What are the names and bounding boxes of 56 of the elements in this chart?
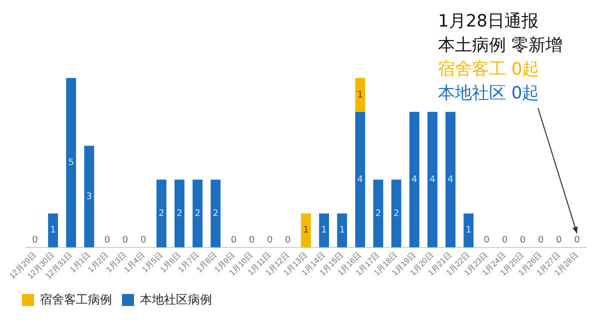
legend-label: 本地社区病例 xyxy=(140,292,212,306)
data-label: 0 xyxy=(122,236,128,246)
data-label: 0 xyxy=(230,236,237,246)
bar xyxy=(210,180,221,248)
bar xyxy=(319,213,329,248)
bar xyxy=(355,78,366,112)
bar xyxy=(66,78,76,248)
data-label: 0 xyxy=(502,236,508,246)
data-label: 4 xyxy=(430,174,436,185)
data-label: 0 xyxy=(520,236,526,246)
data-label: 0 xyxy=(266,236,273,246)
text: 本土病例 零新增 xyxy=(438,35,562,56)
data-label: 4 xyxy=(448,174,454,185)
bar xyxy=(300,213,311,248)
bar xyxy=(156,180,166,248)
bar xyxy=(48,213,58,248)
data-label: 0 xyxy=(574,236,580,246)
data-label: 4 xyxy=(412,174,418,185)
data-label: 2 xyxy=(393,208,400,219)
data-label: 0 xyxy=(140,236,146,246)
data-label: 0 xyxy=(248,236,255,246)
data-label: 5 xyxy=(68,158,74,168)
data-label: 0 xyxy=(484,236,490,246)
data-label: 1 xyxy=(50,226,56,236)
data-label: 1 xyxy=(303,226,309,236)
bar xyxy=(174,180,184,248)
data-label: 2 xyxy=(212,208,218,219)
data-label: 1 xyxy=(339,226,345,236)
data-label: 3 xyxy=(86,192,92,202)
data-label: 2 xyxy=(194,208,200,219)
bar xyxy=(355,112,366,248)
annotation: 本地社区 0起 xyxy=(438,83,540,104)
data-label: 2 xyxy=(176,208,182,219)
legend-label: 宿舍客工病例 xyxy=(40,292,112,306)
data-label: 2 xyxy=(158,208,164,219)
bar xyxy=(409,112,420,248)
data-label: 2 xyxy=(375,208,382,219)
data-label: 0 xyxy=(32,236,38,246)
data-label: 4 xyxy=(357,174,364,185)
bar xyxy=(84,146,94,248)
text: 1月28日通报 xyxy=(438,11,538,32)
bar xyxy=(192,180,203,248)
data-label: 1 xyxy=(466,226,472,236)
data-label: 0 xyxy=(538,236,544,246)
bar xyxy=(427,112,438,248)
data-label: 0 xyxy=(556,236,562,246)
data-label: 0 xyxy=(285,236,292,246)
bar xyxy=(373,180,384,248)
data-label: 0 xyxy=(104,236,110,246)
annotation: 宿舍客工 0起 xyxy=(438,59,540,80)
bar xyxy=(464,213,474,248)
bar xyxy=(446,112,456,248)
bar xyxy=(337,213,348,248)
data-label: 1 xyxy=(357,90,364,100)
data-label: 1 xyxy=(321,226,327,236)
bar xyxy=(391,180,402,248)
